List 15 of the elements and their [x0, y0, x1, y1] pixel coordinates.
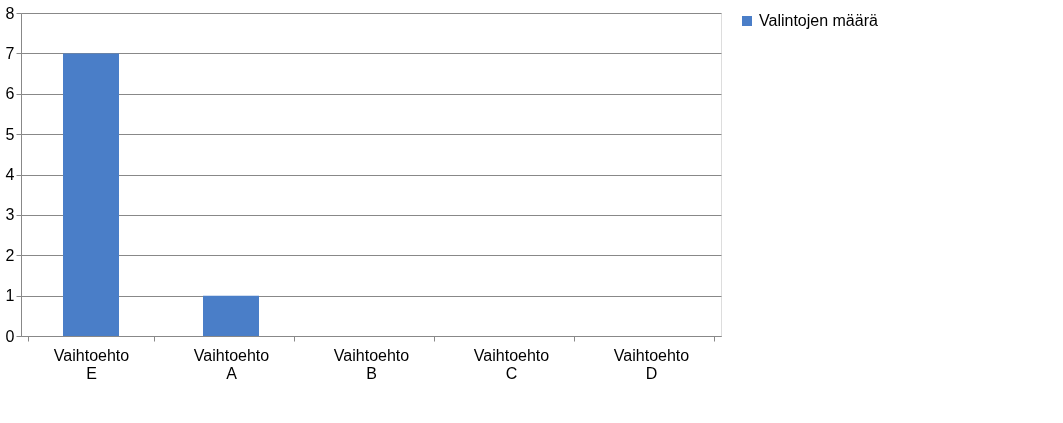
y-tick-label: 4 [5, 166, 15, 183]
y-tick-label: 7 [5, 44, 15, 62]
y-tick-label: 8 [5, 4, 15, 22]
y-tick-label: 1 [5, 287, 15, 305]
x-tick-label: Vaihtoehto E [53, 346, 130, 382]
x-tick-label: Vaihtoehto A [193, 346, 270, 382]
y-tick-label: 2 [5, 246, 15, 264]
y-tick-label: 0 [5, 327, 15, 345]
y-tick-label: 3 [5, 206, 15, 224]
y-tick-label: 6 [5, 85, 15, 103]
x-tick-label: Vaihtoehto B [333, 346, 410, 382]
legend-label: Valintojen määrä [759, 12, 878, 29]
x-tick-label: Vaihtoehto D [613, 346, 690, 382]
x-tick-label: Vaihtoehto C [473, 346, 550, 382]
y-tick-label: 5 [5, 125, 15, 143]
